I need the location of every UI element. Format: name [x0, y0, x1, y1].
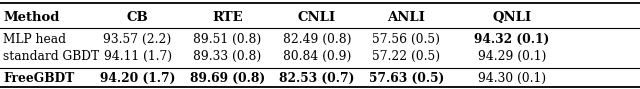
- Text: 89.33 (0.8): 89.33 (0.8): [193, 50, 261, 63]
- Text: 93.57 (2.2): 93.57 (2.2): [104, 33, 172, 46]
- Text: RTE: RTE: [212, 11, 243, 24]
- Text: FreeGBDT: FreeGBDT: [3, 72, 74, 85]
- Text: 94.30 (0.1): 94.30 (0.1): [478, 72, 546, 85]
- Text: MLP head: MLP head: [3, 33, 66, 46]
- Text: standard GBDT: standard GBDT: [3, 50, 99, 63]
- Text: 80.84 (0.9): 80.84 (0.9): [283, 50, 351, 63]
- Text: CB: CB: [127, 11, 148, 24]
- Text: ANLI: ANLI: [387, 11, 426, 24]
- Text: Method: Method: [3, 11, 60, 24]
- Text: 94.20 (1.7): 94.20 (1.7): [100, 72, 175, 85]
- Text: 94.11 (1.7): 94.11 (1.7): [104, 50, 172, 63]
- Text: 82.49 (0.8): 82.49 (0.8): [282, 33, 351, 46]
- Text: 94.29 (0.1): 94.29 (0.1): [478, 50, 546, 63]
- Text: 94.32 (0.1): 94.32 (0.1): [474, 33, 550, 46]
- Text: CNLI: CNLI: [298, 11, 336, 24]
- Text: 89.69 (0.8): 89.69 (0.8): [189, 72, 265, 85]
- Text: 57.56 (0.5): 57.56 (0.5): [372, 33, 440, 46]
- Text: 57.22 (0.5): 57.22 (0.5): [372, 50, 440, 63]
- Text: 82.53 (0.7): 82.53 (0.7): [279, 72, 355, 85]
- Text: 57.63 (0.5): 57.63 (0.5): [369, 72, 444, 85]
- Text: QNLI: QNLI: [492, 11, 532, 24]
- Text: 89.51 (0.8): 89.51 (0.8): [193, 33, 261, 46]
